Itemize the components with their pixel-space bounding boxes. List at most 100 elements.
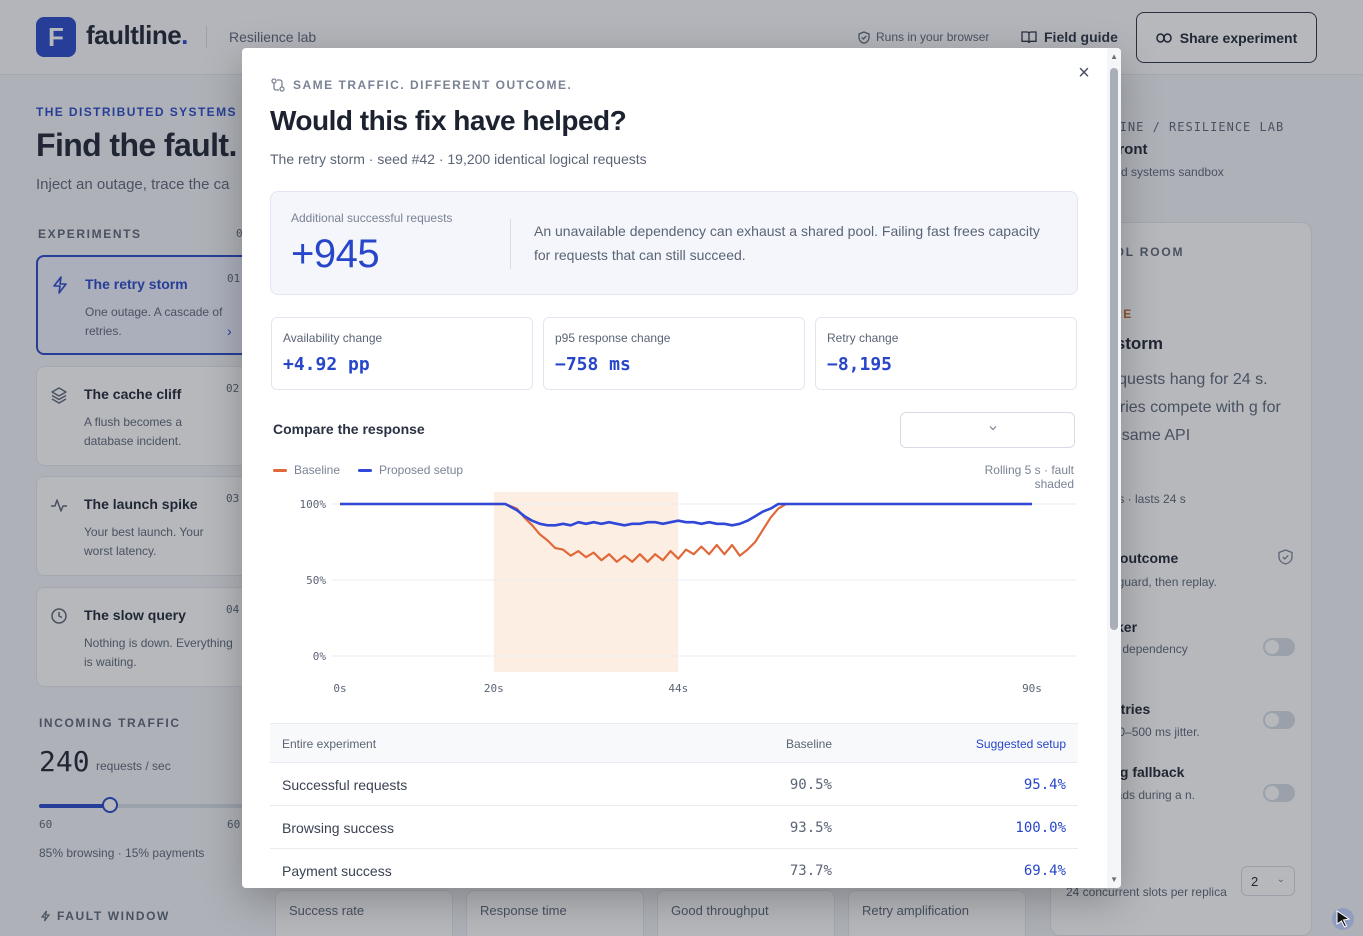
table-row: Payment success 73.7% 69.4% <box>270 849 1078 888</box>
experiments-heading: EXPERIMENTS <box>38 227 142 241</box>
experiment-desc: Your best launch. Your worst latency. <box>84 525 204 558</box>
experiment-card-launch-spike[interactable]: The launch spike Your best launch. Your … <box>36 476 256 576</box>
app-subtitle: Resilience lab <box>229 29 317 45</box>
experiments-count: 0 <box>236 227 243 240</box>
additional-requests-summary: Additional successful requests +945 An u… <box>270 191 1078 295</box>
outcome-subtitle: safeguard, then replay. <box>1095 575 1217 589</box>
top-divider <box>206 26 207 48</box>
lightning-icon <box>53 276 67 294</box>
scroll-up-icon[interactable]: ▲ <box>1110 52 1118 61</box>
fault-window-shade <box>493 492 679 672</box>
header-suggested-setup: Suggested setup <box>975 737 1066 751</box>
delta-value: +4.92 pp <box>283 354 370 375</box>
layers-icon <box>51 387 67 404</box>
circuit-breaker-toggle[interactable] <box>1263 638 1295 656</box>
runs-in-browser-badge: Runs in your browser <box>858 30 989 44</box>
shield-icon <box>1278 549 1293 565</box>
logo-name: faultline <box>86 20 182 50</box>
close-icon[interactable]: × <box>1078 62 1090 84</box>
additional-requests-value: +945 <box>291 232 380 276</box>
logo-wordmark[interactable]: faultline. <box>86 20 188 51</box>
x-tick-label: 90s <box>1022 682 1042 695</box>
traffic-mix: 85% browsing · 15% payments <box>39 846 205 860</box>
x-tick-label: 20s <box>484 682 504 695</box>
experiment-title: The cache cliff <box>84 386 182 402</box>
field-guide-label: Field guide <box>1044 29 1118 45</box>
catalog-fallback-toggle[interactable] <box>1263 784 1295 802</box>
series-line-baseline <box>340 502 1032 563</box>
experiment-number: 02 <box>226 382 240 395</box>
chevron-down-icon <box>989 426 997 431</box>
logo-mark: F <box>36 17 76 57</box>
modal-subtitle: The retry storm · seed #42 · 19,200 iden… <box>270 151 647 167</box>
table-row: Successful requests 90.5% 95.4% <box>270 763 1078 806</box>
experiment-title: The launch spike <box>84 496 198 512</box>
link-icon <box>1156 32 1172 43</box>
summary-explanation: An unavailable dependency can exhaust a … <box>534 223 1040 263</box>
experiment-card-slow-query[interactable]: The slow query Nothing is down. Everythi… <box>36 587 256 687</box>
traffic-slider-track[interactable] <box>39 804 249 808</box>
chevron-down-icon: ⌄ <box>1276 874 1285 885</box>
x-tick-label: 44s <box>668 682 688 695</box>
experiment-summary-table: Entire experiment Baseline Suggested set… <box>270 723 1078 888</box>
row-baseline: 93.5% <box>789 820 832 836</box>
experiment-desc: Nothing is down. Everything is waiting. <box>84 636 233 669</box>
compare-metric-dropdown[interactable] <box>900 412 1075 448</box>
modal-eyebrow-text: SAME TRAFFIC. DIFFERENT OUTCOME. <box>293 78 573 92</box>
summary-divider <box>510 219 511 269</box>
retries-toggle[interactable] <box>1263 711 1295 729</box>
modal-title: Would this fix have helped? <box>270 105 627 136</box>
retry-change-card: Retry change −8,195 <box>815 317 1077 390</box>
legend-proposed-label: Proposed setup <box>379 463 464 477</box>
legend-swatch-proposed <box>358 468 372 472</box>
experiment-card-retry-storm[interactable]: The retry storm One outage. A cascade of… <box>36 255 256 355</box>
legend-proposed: Proposed setup <box>358 463 463 477</box>
scroll-down-icon[interactable]: ▼ <box>1110 875 1118 884</box>
runs-label: Runs in your browser <box>876 30 990 44</box>
row-label: Browsing success <box>282 820 395 836</box>
row-label: Payment success <box>282 863 392 879</box>
additional-requests-label: Additional successful requests <box>291 211 453 225</box>
option-replicas-desc: 24 concurrent slots per replica <box>1066 885 1227 899</box>
y-tick-label: 50% <box>306 574 326 587</box>
share-experiment-button[interactable]: Share experiment <box>1136 12 1317 63</box>
rolling-note: Rolling 5 s · fault shaded <box>984 463 1074 491</box>
modal-eyebrow: SAME TRAFFIC. DIFFERENT OUTCOME. <box>270 77 572 93</box>
table-row: Browsing success 93.5% 100.0% <box>270 806 1078 849</box>
replicas-select[interactable]: 2 ⌄ <box>1241 866 1295 896</box>
p95-response-change-card: p95 response change −758 ms <box>543 317 805 390</box>
legend-baseline-label: Baseline <box>294 463 341 477</box>
option-retries-desc: h 250–500 ms jitter. <box>1095 725 1200 739</box>
hero-subtitle: Inject an outage, trace the ca <box>36 176 230 193</box>
clock-icon <box>51 608 67 624</box>
modal-scrollbar[interactable]: ▲ ▼ <box>1107 48 1121 888</box>
experiment-number: 01 <box>227 272 241 285</box>
right-panel-breadcrumb: LTLINE / RESILIENCE LAB <box>1095 120 1285 134</box>
shield-icon <box>858 30 870 44</box>
right-panel-subtitle: ibuted systems sandbox <box>1095 165 1224 179</box>
traffic-slider-handle[interactable] <box>102 797 119 813</box>
legend-swatch-baseline <box>273 468 287 472</box>
experiment-number: 03 <box>226 492 240 505</box>
experiment-card-cache-cliff[interactable]: The cache cliff A flush becomes a databa… <box>36 366 256 466</box>
x-tick-label: 0s <box>333 682 346 695</box>
availability-change-card: Availability change +4.92 pp <box>271 317 533 390</box>
delta-value: −758 ms <box>555 354 631 375</box>
mouse-cursor-icon <box>1332 908 1354 930</box>
y-tick-label: 0% <box>313 650 327 663</box>
row-baseline: 90.5% <box>789 777 832 793</box>
modal-scrollbar-thumb[interactable] <box>1110 68 1118 630</box>
lightning-icon <box>40 910 51 922</box>
row-baseline: 73.7% <box>789 863 832 879</box>
compare-arrows-icon <box>271 78 285 92</box>
delta-value: −8,195 <box>827 354 893 375</box>
row-suggested: 69.4% <box>1023 863 1066 879</box>
header-entire-experiment: Entire experiment <box>282 737 377 751</box>
replicas-value: 2 <box>1251 874 1259 889</box>
traffic-value: 240 <box>39 745 90 778</box>
logo-dot: . <box>181 20 188 50</box>
row-suggested: 100.0% <box>1015 820 1066 836</box>
table-header-row: Entire experiment Baseline Suggested set… <box>270 723 1078 763</box>
field-guide-link[interactable]: Field guide <box>1021 29 1118 45</box>
row-label: Successful requests <box>282 777 408 793</box>
